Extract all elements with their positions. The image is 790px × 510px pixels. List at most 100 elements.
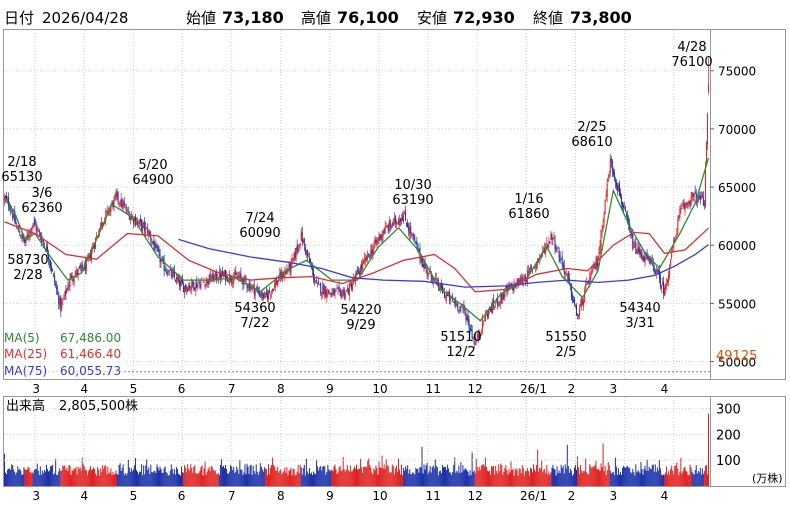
candle-body bbox=[621, 196, 623, 204]
candle-body bbox=[706, 113, 708, 145]
annotation-line1: 54340 bbox=[619, 301, 660, 316]
volume-bar bbox=[295, 474, 297, 486]
candle-body bbox=[630, 230, 632, 233]
volume-bar bbox=[103, 468, 105, 486]
candle-body bbox=[176, 278, 178, 280]
candle-body bbox=[111, 202, 113, 205]
volume-bar bbox=[348, 471, 350, 486]
volume-bar bbox=[397, 458, 399, 486]
candle-body bbox=[558, 250, 560, 258]
volume-bar bbox=[565, 468, 567, 486]
volume-bar bbox=[479, 469, 481, 486]
candle-body bbox=[478, 334, 480, 336]
candle-body bbox=[281, 271, 283, 279]
candle-body bbox=[665, 286, 667, 289]
volume-bar bbox=[326, 471, 328, 486]
volume-bar bbox=[284, 467, 286, 486]
candle-body bbox=[307, 256, 309, 257]
candle-body bbox=[278, 280, 280, 282]
candle-body bbox=[648, 257, 650, 260]
volume-bar bbox=[655, 471, 657, 486]
volume-bar bbox=[504, 467, 506, 486]
candle-body bbox=[233, 277, 235, 284]
candle-body bbox=[302, 239, 304, 244]
volume-bar bbox=[298, 473, 300, 486]
candle-body bbox=[312, 267, 313, 271]
volume-bar bbox=[525, 470, 527, 486]
volume-bar bbox=[24, 469, 26, 486]
volume-bar bbox=[570, 470, 572, 486]
candle-body bbox=[658, 270, 660, 279]
volume-bar bbox=[708, 413, 709, 486]
price-x-tick-label: 26/1 bbox=[520, 382, 547, 396]
volume-bar bbox=[207, 469, 209, 486]
volume-bar bbox=[425, 465, 427, 486]
candle-body bbox=[51, 266, 53, 271]
candle-body bbox=[351, 283, 353, 291]
annotation-line1: 51550 bbox=[545, 330, 586, 345]
volume-bar bbox=[134, 458, 136, 486]
volume-bar bbox=[233, 466, 235, 486]
volume-bar bbox=[692, 473, 694, 486]
candle-body bbox=[591, 269, 593, 272]
volume-bar bbox=[670, 469, 672, 486]
candle-body bbox=[436, 279, 438, 281]
volume-bar bbox=[512, 468, 514, 486]
candle-body bbox=[657, 270, 659, 273]
price-tick-label: 50000 bbox=[718, 356, 756, 370]
candle-body bbox=[512, 286, 514, 291]
candle-body bbox=[703, 203, 705, 205]
volume-bar bbox=[236, 466, 238, 486]
annotation-line2: 68610 bbox=[571, 135, 612, 150]
volume-bar bbox=[675, 465, 677, 486]
volume-bar bbox=[545, 473, 547, 486]
volume-bar bbox=[641, 469, 643, 486]
candle-body bbox=[225, 269, 227, 281]
candle-body bbox=[438, 289, 440, 290]
candle-body bbox=[453, 301, 455, 303]
candle-body bbox=[284, 271, 286, 276]
volume-bar bbox=[69, 465, 71, 486]
volume-bar bbox=[167, 475, 169, 486]
candle-body bbox=[59, 298, 61, 307]
volume-bar bbox=[587, 473, 589, 486]
volume-bar bbox=[649, 468, 651, 486]
volume-bar bbox=[304, 475, 306, 486]
volume-bar bbox=[662, 474, 664, 486]
volume-bar bbox=[346, 465, 348, 486]
volume-bar bbox=[129, 472, 131, 486]
candle-body bbox=[138, 222, 140, 224]
candle-body bbox=[441, 285, 443, 294]
volume-bar bbox=[686, 471, 688, 486]
volume-bar bbox=[608, 465, 610, 486]
candle-body bbox=[7, 199, 9, 201]
candle-body bbox=[258, 289, 260, 296]
volume-bar bbox=[128, 467, 130, 486]
volume-bar bbox=[344, 471, 346, 486]
volume-bar bbox=[534, 469, 536, 486]
candle-body bbox=[185, 284, 187, 289]
volume-bar bbox=[183, 472, 185, 486]
volume-bar bbox=[476, 466, 478, 486]
volume-bar bbox=[429, 466, 431, 486]
volume-bar bbox=[46, 469, 48, 486]
volume-bar bbox=[517, 475, 519, 486]
volume-bar bbox=[571, 475, 573, 486]
volume-bar bbox=[117, 474, 119, 486]
volume-bar bbox=[423, 464, 425, 486]
candle-body bbox=[524, 276, 526, 282]
candle-body bbox=[647, 256, 649, 261]
candle-body bbox=[589, 276, 591, 283]
volume-bar bbox=[689, 464, 691, 486]
candle-body bbox=[549, 242, 551, 243]
volume-bar bbox=[143, 465, 145, 486]
volume-bar bbox=[221, 467, 223, 486]
candle-body bbox=[27, 234, 29, 238]
annotation-line1: 51510 bbox=[440, 330, 481, 345]
volume-bar bbox=[510, 461, 512, 486]
candle-body bbox=[319, 284, 321, 286]
volume-bar bbox=[536, 464, 538, 486]
candle-body bbox=[17, 227, 19, 229]
volume-bar bbox=[73, 468, 75, 486]
